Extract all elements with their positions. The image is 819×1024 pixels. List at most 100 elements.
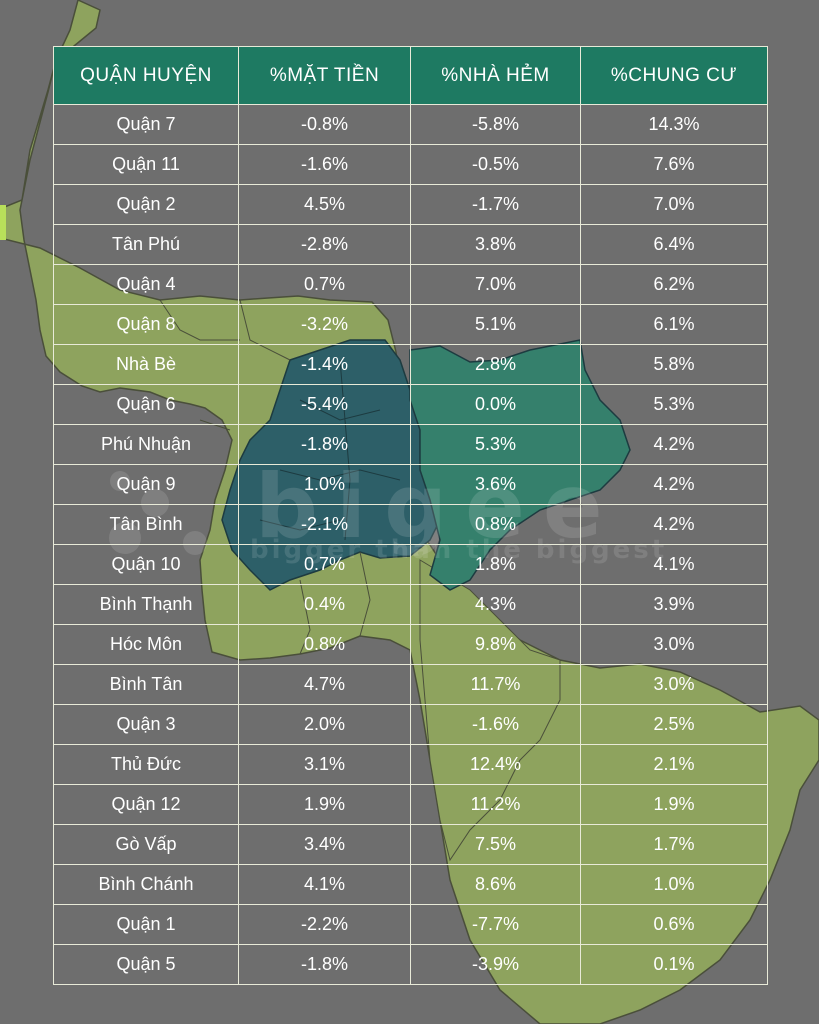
cell-street-front: 0.4% — [238, 584, 411, 625]
table-row: Bình Tân 4.7% 11.7% 3.0% — [53, 664, 768, 705]
cell-alley-house: 11.7% — [410, 664, 581, 705]
cell-apartment: 3.0% — [580, 664, 768, 705]
cell-alley-house: -5.8% — [410, 104, 581, 145]
cell-apartment: 3.9% — [580, 584, 768, 625]
cell-apartment: 7.6% — [580, 144, 768, 185]
table-header-row: QUẬN HUYỆN %MẶT TIỀN %NHÀ HẺM %CHUNG CƯ — [53, 46, 768, 105]
cell-district: Gò Vấp — [53, 824, 239, 865]
cell-apartment: 5.3% — [580, 384, 768, 425]
table-row: Quận 3 2.0% -1.6% 2.5% — [53, 704, 768, 745]
cell-district: Quận 3 — [53, 704, 239, 745]
cell-apartment: 6.2% — [580, 264, 768, 305]
cell-district: Quận 5 — [53, 944, 239, 985]
cell-district: Tân Phú — [53, 224, 239, 265]
table-row: Quận 2 4.5% -1.7% 7.0% — [53, 184, 768, 225]
cell-alley-house: 7.5% — [410, 824, 581, 865]
cell-district: Quận 11 — [53, 144, 239, 185]
cell-apartment: 1.7% — [580, 824, 768, 865]
cell-street-front: 0.7% — [238, 544, 411, 585]
cell-alley-house: 3.8% — [410, 224, 581, 265]
cell-apartment: 4.2% — [580, 424, 768, 465]
cell-district: Quận 9 — [53, 464, 239, 505]
cell-street-front: -1.8% — [238, 424, 411, 465]
cell-street-front: -5.4% — [238, 384, 411, 425]
cell-district: Quận 1 — [53, 904, 239, 945]
table-row: Bình Chánh 4.1% 8.6% 1.0% — [53, 864, 768, 905]
cell-street-front: -2.8% — [238, 224, 411, 265]
cell-apartment: 4.2% — [580, 464, 768, 505]
cell-alley-house: 5.3% — [410, 424, 581, 465]
cell-apartment: 1.9% — [580, 784, 768, 825]
cell-district: Hóc Môn — [53, 624, 239, 665]
cell-alley-house: 7.0% — [410, 264, 581, 305]
cell-street-front: -1.8% — [238, 944, 411, 985]
cell-street-front: -2.1% — [238, 504, 411, 545]
cell-alley-house: -7.7% — [410, 904, 581, 945]
table-row: Quận 6 -5.4% 0.0% 5.3% — [53, 384, 768, 425]
cell-apartment: 4.1% — [580, 544, 768, 585]
cell-apartment: 6.4% — [580, 224, 768, 265]
cell-street-front: 2.0% — [238, 704, 411, 745]
cell-street-front: 4.5% — [238, 184, 411, 225]
cell-alley-house: 4.3% — [410, 584, 581, 625]
cell-street-front: 3.1% — [238, 744, 411, 785]
table-row: Quận 10 0.7% 1.8% 4.1% — [53, 544, 768, 585]
cell-apartment: 0.6% — [580, 904, 768, 945]
cell-apartment: 2.1% — [580, 744, 768, 785]
cell-street-front: 0.7% — [238, 264, 411, 305]
cell-apartment: 2.5% — [580, 704, 768, 745]
cell-street-front: 4.7% — [238, 664, 411, 705]
table-body: Quận 7 -0.8% -5.8% 14.3% Quận 11 -1.6% -0.5% 7.… — [53, 104, 768, 985]
cell-street-front: 0.8% — [238, 624, 411, 665]
cell-alley-house: 9.8% — [410, 624, 581, 665]
cell-street-front: 4.1% — [238, 864, 411, 905]
header-district: QUẬN HUYỆN — [53, 46, 239, 105]
cell-district: Bình Tân — [53, 664, 239, 705]
cell-apartment: 1.0% — [580, 864, 768, 905]
table-row: Hóc Môn 0.8% 9.8% 3.0% — [53, 624, 768, 665]
cell-district: Bình Chánh — [53, 864, 239, 905]
cell-district: Quận 6 — [53, 384, 239, 425]
cell-alley-house: 0.8% — [410, 504, 581, 545]
table-row: Quận 11 -1.6% -0.5% 7.6% — [53, 144, 768, 185]
cell-apartment: 4.2% — [580, 504, 768, 545]
cell-street-front: -2.2% — [238, 904, 411, 945]
table-row: Quận 12 1.9% 11.2% 1.9% — [53, 784, 768, 825]
table-row: Quận 7 -0.8% -5.8% 14.3% — [53, 104, 768, 145]
cell-district: Quận 7 — [53, 104, 239, 145]
cell-street-front: 1.9% — [238, 784, 411, 825]
cell-alley-house: 3.6% — [410, 464, 581, 505]
header-street-front: %MẶT TIỀN — [238, 46, 411, 105]
cell-district: Quận 10 — [53, 544, 239, 585]
table-row: Nhà Bè -1.4% 2.8% 5.8% — [53, 344, 768, 385]
cell-alley-house: 11.2% — [410, 784, 581, 825]
table-row: Quận 1 -2.2% -7.7% 0.6% — [53, 904, 768, 945]
table-row: Tân Phú -2.8% 3.8% 6.4% — [53, 224, 768, 265]
cell-apartment: 5.8% — [580, 344, 768, 385]
header-alley-house: %NHÀ HẺM — [410, 46, 581, 105]
cell-alley-house: -1.6% — [410, 704, 581, 745]
cell-district: Quận 8 — [53, 304, 239, 345]
cell-district: Tân Bình — [53, 504, 239, 545]
cell-street-front: -3.2% — [238, 304, 411, 345]
cell-district: Phú Nhuận — [53, 424, 239, 465]
table-row: Quận 8 -3.2% 5.1% 6.1% — [53, 304, 768, 345]
cell-district: Thủ Đức — [53, 744, 239, 785]
map-edge-marker — [0, 205, 6, 240]
cell-apartment: 0.1% — [580, 944, 768, 985]
cell-district: Quận 12 — [53, 784, 239, 825]
cell-street-front: 3.4% — [238, 824, 411, 865]
table-row: Tân Bình -2.1% 0.8% 4.2% — [53, 504, 768, 545]
table-row: Quận 4 0.7% 7.0% 6.2% — [53, 264, 768, 305]
cell-apartment: 14.3% — [580, 104, 768, 145]
table-row: Quận 5 -1.8% -3.9% 0.1% — [53, 944, 768, 985]
cell-alley-house: 1.8% — [410, 544, 581, 585]
cell-apartment: 7.0% — [580, 184, 768, 225]
cell-alley-house: -1.7% — [410, 184, 581, 225]
cell-street-front: -0.8% — [238, 104, 411, 145]
table-row: Phú Nhuận -1.8% 5.3% 4.2% — [53, 424, 768, 465]
cell-alley-house: -3.9% — [410, 944, 581, 985]
table-row: Quận 9 1.0% 3.6% 4.2% — [53, 464, 768, 505]
table-row: Gò Vấp 3.4% 7.5% 1.7% — [53, 824, 768, 865]
cell-apartment: 6.1% — [580, 304, 768, 345]
